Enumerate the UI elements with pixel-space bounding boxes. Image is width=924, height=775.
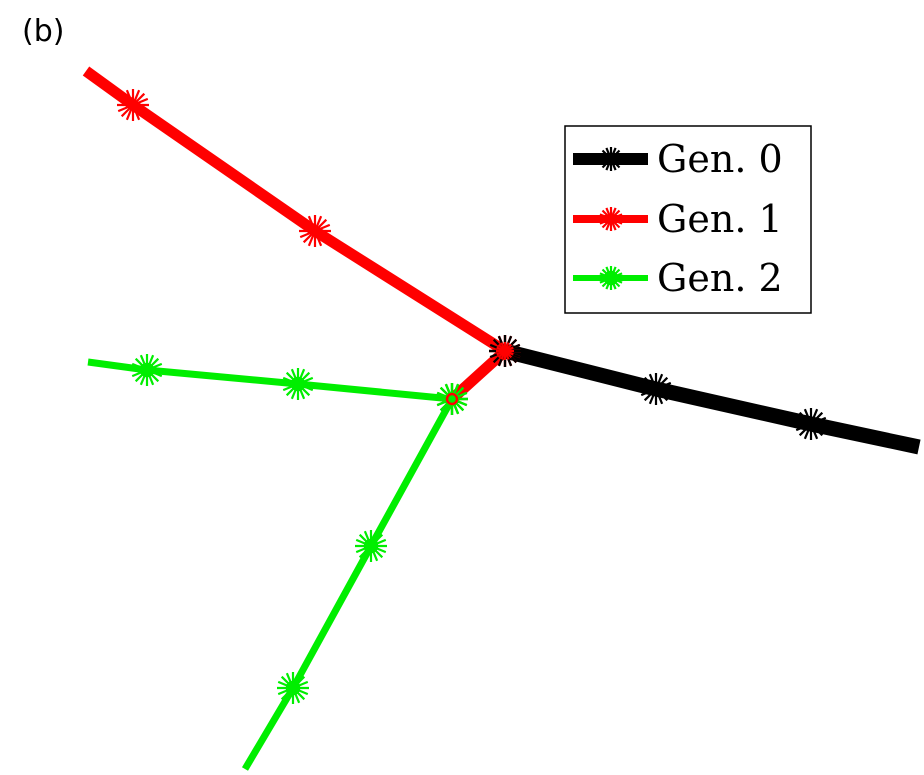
legend-entry-gen-1: Gen. 1 xyxy=(573,197,783,241)
legend-circle-icon xyxy=(603,270,619,286)
legend-entry-gen-2: Gen. 2 xyxy=(573,256,783,300)
legend-marker-gen-1 xyxy=(599,207,623,231)
node-circle-gen-2 xyxy=(285,680,301,696)
legend-asterisk-icon xyxy=(599,266,623,290)
legend-asterisk-icon xyxy=(599,147,623,171)
legend-marker-gen-0 xyxy=(599,147,623,171)
branch-gen-0 xyxy=(503,343,921,455)
legend-marker-gen-2 xyxy=(599,266,623,290)
node-marker-gen-0 xyxy=(640,373,672,405)
legend-label-gen-2: Gen. 2 xyxy=(657,256,783,300)
legend-label-gen-0: Gen. 0 xyxy=(657,137,783,181)
panel-label: (b) xyxy=(22,14,65,49)
node-circle-gen-2 xyxy=(290,376,306,392)
junction-marker-inner xyxy=(496,342,514,360)
junction-circle xyxy=(445,392,459,406)
branch-gen-2 xyxy=(241,397,456,771)
marker-layer xyxy=(117,89,827,704)
node-circle-gen-2 xyxy=(363,538,379,554)
node-marker-gen-2 xyxy=(355,530,387,562)
node-marker-gen-2 xyxy=(282,368,314,400)
node-marker-gen-2 xyxy=(131,354,163,386)
node-circle-gen-2 xyxy=(139,362,155,378)
node-marker-gen-1 xyxy=(299,215,331,247)
branch-gen-2 xyxy=(87,358,453,403)
legend-entry-gen-0: Gen. 0 xyxy=(573,137,783,181)
junction-marker-gen-2 xyxy=(436,383,468,415)
legend-asterisk-icon xyxy=(599,207,623,231)
legend-label-gen-1: Gen. 1 xyxy=(657,197,783,241)
node-marker-gen-0 xyxy=(795,408,827,440)
node-marker-gen-1 xyxy=(117,89,149,121)
legend: Gen. 0 Gen. 1 Gen. 2 xyxy=(564,125,812,314)
node-marker-gen-2 xyxy=(277,672,309,704)
branch-gen-1 xyxy=(82,66,508,356)
